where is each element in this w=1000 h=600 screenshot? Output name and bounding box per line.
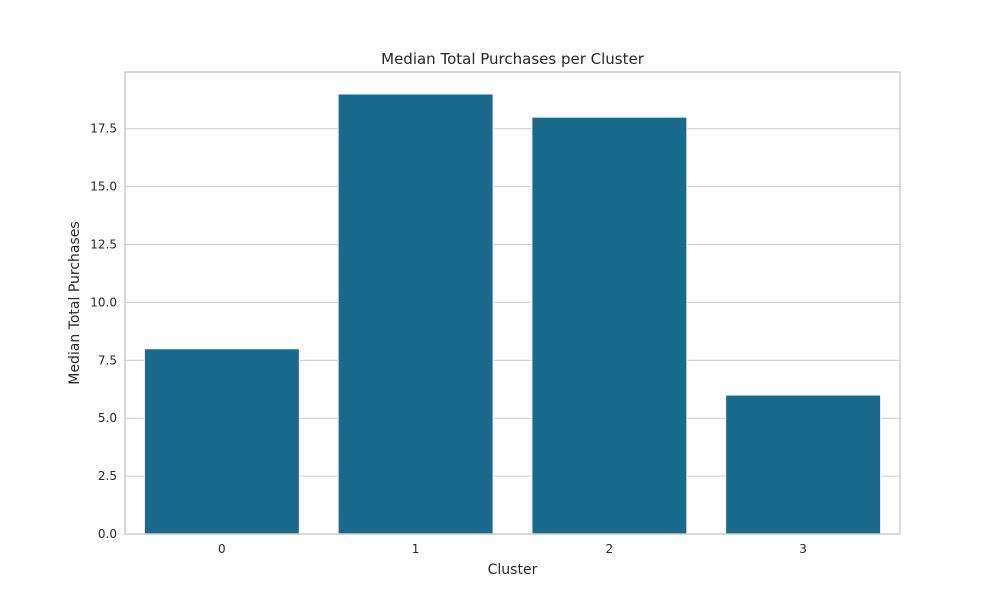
y-tick-label: 17.5 [90, 122, 117, 136]
x-tick-label: 3 [799, 542, 807, 556]
y-tick-labels: 0.0 2.5 5.0 7.5 10.0 12.5 15.0 17.5 [90, 122, 117, 541]
bar-cluster-2 [531, 116, 688, 535]
x-tick-label: 0 [218, 542, 226, 556]
y-axis-label: Median Total Purchases [67, 221, 83, 384]
y-tick-label: 10.0 [90, 295, 117, 309]
x-tick-label: 1 [412, 542, 420, 556]
y-tick-label: 2.5 [98, 469, 117, 483]
x-tick-labels: 0 1 2 3 [218, 542, 807, 556]
y-tick-label: 15.0 [90, 180, 117, 194]
y-tick-label: 0.0 [98, 527, 117, 541]
plot-frame [124, 71, 901, 535]
bar-cluster-3 [725, 394, 882, 535]
bar-cluster-0 [143, 348, 300, 535]
y-tick-label: 7.5 [98, 353, 117, 367]
bar-cluster-1 [337, 93, 494, 535]
y-tick-label: 12.5 [90, 238, 117, 252]
chart-title: Median Total Purchases per Cluster [381, 50, 645, 68]
bar-layer [143, 93, 882, 535]
x-axis-label: Cluster [488, 562, 538, 578]
y-tick-label: 5.0 [98, 411, 117, 425]
x-tick-label: 2 [606, 542, 614, 556]
